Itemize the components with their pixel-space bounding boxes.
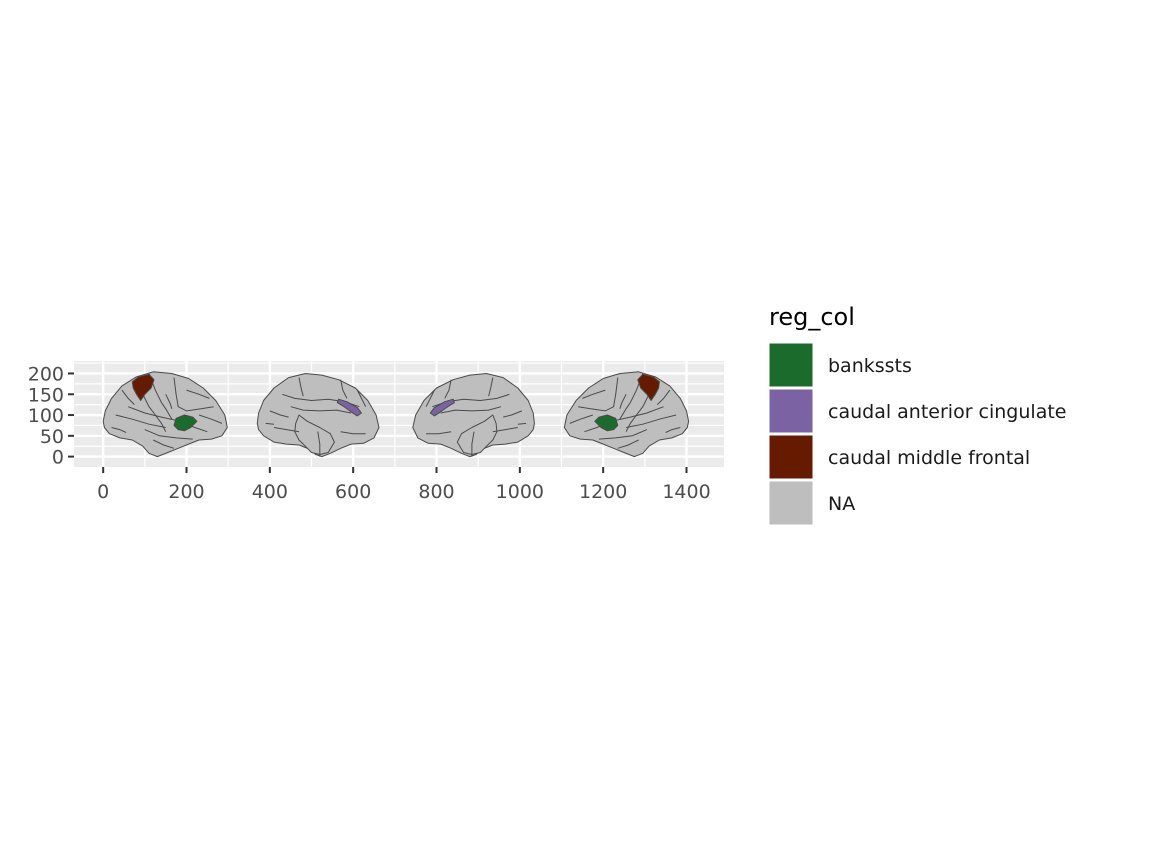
brain-region-border [356,389,367,407]
brain-region-border [665,427,681,433]
brain-region-border [165,394,173,409]
brain-region-bankssts [594,414,619,432]
brain-region-bankssts [173,414,198,432]
legend-swatch [768,434,814,480]
x-tick-label: 0 [97,481,109,503]
brain-view-right-lateral [563,371,690,458]
brain-region-border [440,406,502,414]
brain-region-border [578,377,619,412]
brain-region-border [426,431,452,435]
legend-swatch [768,388,814,434]
legend-swatch [768,480,814,526]
brain-region-border [569,414,593,424]
brain-region-border [503,410,523,418]
brain-region-border [173,377,214,412]
y-tick-label: 150 [28,384,64,406]
brain-region-border [273,427,300,433]
brain-region-border [626,414,677,428]
brain-region-border [617,439,639,449]
brain-region-border [656,389,671,405]
brain-region-border [488,377,494,397]
y-tick-label: 0 [52,447,64,469]
legend-swatch [768,342,814,388]
brain-region-border [186,389,210,399]
brain-region-border [144,429,193,440]
x-tick-label: 1200 [579,481,627,503]
brain-region-border [198,414,223,424]
brain-region-border [584,406,664,433]
brain-region-caudal-middle-frontal [131,373,155,401]
brain-region-caudal-middle-frontal [637,373,660,401]
brain-region-border [340,379,348,399]
brain-region-border [340,431,366,435]
brain-region-border [128,406,208,433]
x-tick-label: 200 [168,481,204,503]
y-tick-label: 200 [28,363,64,385]
brain-region-border [425,389,435,407]
brain-view-left-lateral [102,371,228,458]
brain-region-border [619,394,627,409]
brain-region-border [471,431,475,457]
brain-region-border [517,422,527,425]
brain-views [102,371,690,458]
y-tick-label: 100 [28,405,64,427]
brain-region-border [492,427,518,433]
brain-region-border [121,389,135,405]
legend-label: NA [828,493,855,515]
x-tick-label: 800 [418,481,454,503]
brain-region-border [152,439,175,449]
x-axis: 0 200 400 600 800 1000 1200 1400 [97,467,711,503]
legend-label: bankssts [828,355,912,377]
brain-region-border [317,431,321,457]
legend: reg_col bankssts caudal anterior cingulat… [768,303,1066,526]
y-tick-label: 50 [40,426,64,448]
legend-label: caudal anterior cingulate [828,401,1066,423]
brain-outline [256,373,380,458]
brain-region-border [444,379,452,399]
brain-region-caudal-anterior-cingulate [429,398,455,417]
brain-region-border [298,377,304,397]
brain-region-caudal-anterior-cingulate [336,398,362,417]
brain-view-left-medial [256,373,380,458]
x-tick-label: 1400 [662,481,710,503]
brain-region-border [598,429,648,440]
legend-label: caudal middle frontal [828,447,1030,469]
legend-title: reg_col [769,303,855,331]
brain-outline [412,373,535,458]
x-tick-label: 600 [335,481,371,503]
brain-region-border [269,410,289,418]
brain-region-border [265,422,275,425]
brain-region-border [115,414,166,428]
brain-view-right-medial [412,373,535,458]
brain-region-border [111,427,127,433]
brain-region-border [148,373,173,420]
x-tick-label: 400 [252,481,288,503]
brain-region-border [582,389,606,399]
x-tick-label: 1000 [496,481,544,503]
brain-region-border [619,373,644,420]
brain-region-border [290,406,352,414]
